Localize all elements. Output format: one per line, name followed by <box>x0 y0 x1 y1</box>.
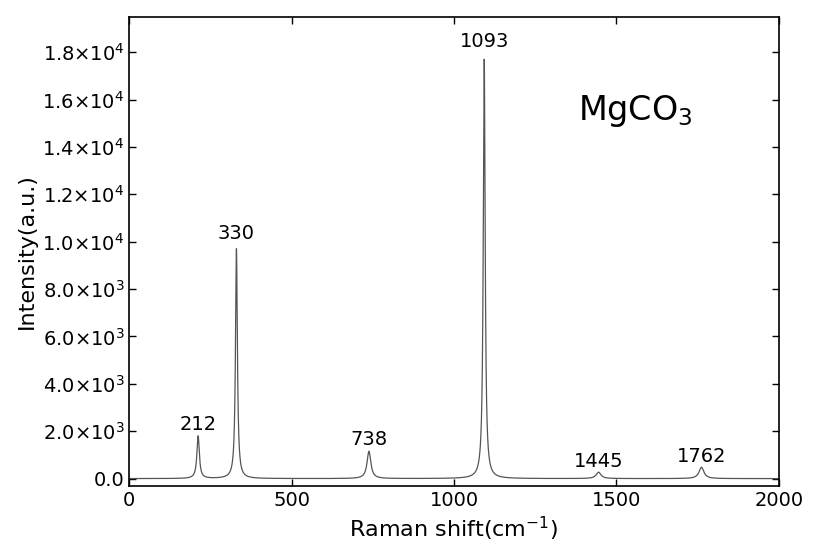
Text: MgCO$_3$: MgCO$_3$ <box>577 94 692 129</box>
Text: 1445: 1445 <box>573 452 622 471</box>
Text: 738: 738 <box>350 430 387 449</box>
Y-axis label: Intensity(a.u.): Intensity(a.u.) <box>16 173 37 329</box>
Text: 330: 330 <box>218 224 255 243</box>
X-axis label: Raman shift(cm$^{-1}$): Raman shift(cm$^{-1}$) <box>349 515 558 543</box>
Text: 212: 212 <box>179 414 216 433</box>
Text: 1762: 1762 <box>676 447 726 466</box>
Text: 1093: 1093 <box>459 32 509 51</box>
